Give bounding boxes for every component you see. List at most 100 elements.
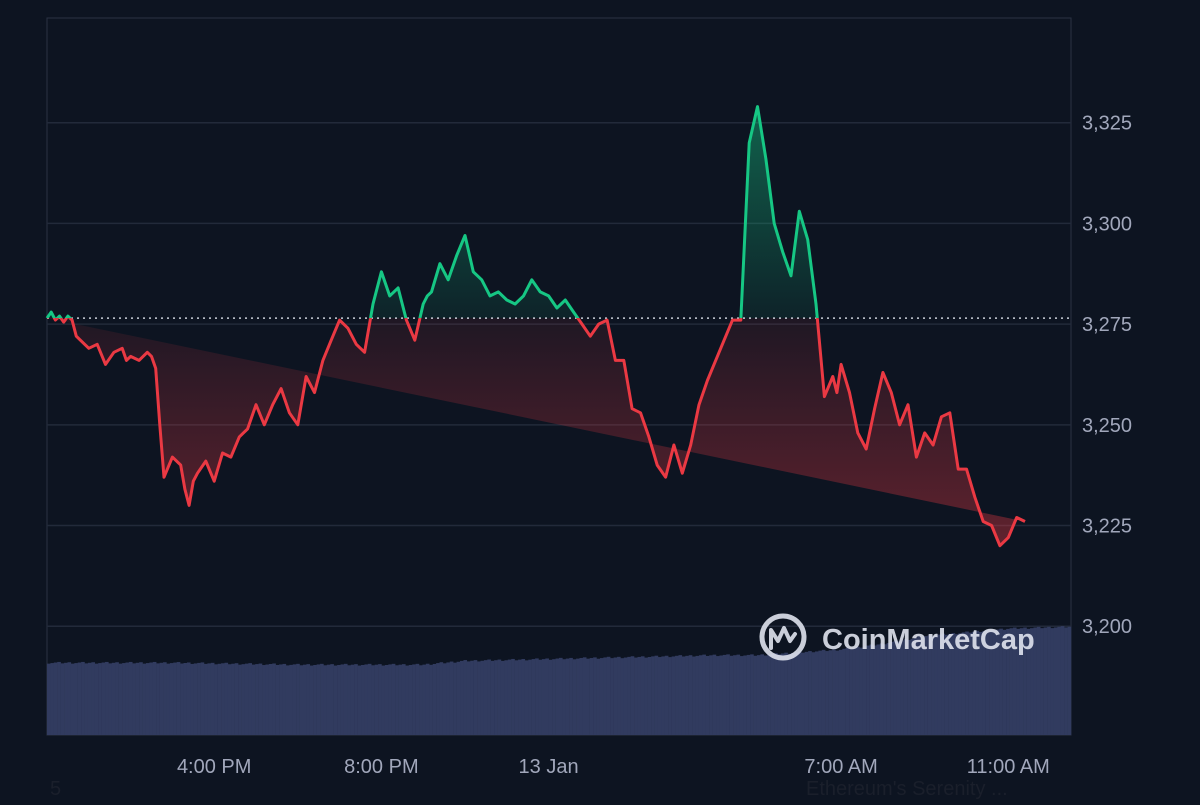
volume-bar [644, 657, 648, 735]
volume-bar [145, 663, 150, 735]
volume-bar [934, 635, 939, 735]
volume-bar [470, 660, 474, 735]
volume-bar [429, 664, 433, 735]
volume-bar [128, 661, 133, 735]
volume-bar [937, 634, 942, 735]
volume-bar [623, 657, 628, 735]
volume-bar [924, 636, 928, 735]
volume-bar [497, 659, 502, 735]
volume-bar [446, 662, 450, 735]
volume-bar [299, 665, 304, 735]
volume-bar [1023, 627, 1027, 735]
volume-bar [835, 650, 840, 735]
y-tick-label: 3,275 [1082, 314, 1132, 336]
volume-bar [985, 630, 990, 735]
volume-bar [811, 652, 816, 735]
volume-bar [552, 659, 556, 735]
volume-bar [893, 640, 898, 735]
volume-bar [873, 645, 877, 735]
volume-bar [797, 651, 802, 735]
volume-bar [159, 662, 164, 735]
volume-bar [651, 656, 655, 735]
volume-bar [958, 633, 962, 735]
price-line-below [46, 318, 1026, 548]
volume-bar [828, 650, 833, 735]
volume-bar [610, 658, 614, 735]
volume-bar [156, 663, 160, 735]
volume-bar [763, 655, 768, 735]
volume-bar [320, 663, 324, 735]
volume-bar [1009, 628, 1014, 735]
volume-bar [125, 662, 130, 735]
volume-bar [1050, 628, 1055, 735]
volume-bar [770, 653, 775, 735]
volume-bar [1040, 628, 1044, 735]
volume-bar [606, 656, 611, 735]
volume-bar [733, 655, 737, 735]
volume-bar [572, 659, 577, 735]
volume-bar [74, 663, 78, 735]
volume-bar [753, 655, 758, 735]
volume-bar [340, 664, 345, 735]
volume-bar [64, 662, 68, 735]
volume-bar [767, 654, 771, 735]
volume-bar [323, 665, 328, 735]
volume-bar [862, 646, 867, 735]
volume-bar [268, 664, 273, 735]
volume-bar [685, 655, 689, 735]
y-tick-label: 3,250 [1082, 415, 1132, 437]
volume-bar [408, 664, 413, 735]
volume-bar [347, 665, 351, 735]
volume-bar [599, 658, 604, 735]
volume-bar [890, 641, 894, 735]
volume-bar [838, 649, 843, 735]
volume-bar [224, 662, 229, 735]
volume-bar [869, 644, 874, 735]
volume-bar [135, 662, 140, 735]
volume-bar [514, 660, 519, 735]
volume-bar [378, 664, 382, 735]
volume-bar [415, 663, 420, 735]
volume-bar [589, 658, 594, 735]
volume-bar [251, 664, 256, 735]
volume-bar [1016, 628, 1020, 735]
volume-bar [681, 656, 686, 735]
footer-left-text: 5 [50, 778, 61, 800]
volume-bar [132, 663, 136, 735]
volume-bar [576, 658, 580, 735]
watermark-text: CoinMarketCap [822, 624, 1035, 656]
volume-bar [453, 662, 457, 735]
volume-bar [951, 633, 956, 735]
volume-bar [845, 647, 850, 735]
volume-bar [716, 656, 720, 735]
volume-bar [234, 663, 239, 735]
volume-bar [1057, 626, 1061, 735]
volume-bar [995, 629, 1000, 735]
volume-bar [173, 662, 177, 735]
volume-bar [494, 660, 498, 735]
x-tick-label: 4:00 PM [177, 756, 251, 778]
volume-bar [422, 664, 427, 735]
volume-bar [326, 664, 331, 735]
volume-bar [559, 657, 563, 735]
volume-bar [241, 664, 246, 735]
volume-bar [634, 657, 638, 735]
volume-bar [231, 663, 235, 735]
volume-bar [204, 663, 208, 735]
volume-bar [67, 662, 72, 735]
volume-bar [579, 657, 584, 735]
volume-bar [374, 664, 379, 735]
volume-bar [538, 659, 543, 735]
volume-bar [712, 654, 717, 735]
volume-bar [849, 648, 853, 735]
volume-bar [992, 630, 997, 735]
volume-bar [98, 663, 102, 735]
volume-bar [855, 646, 860, 735]
volume-bar [647, 656, 652, 735]
volume-bar [746, 654, 751, 735]
volume-bar [87, 662, 92, 735]
volume-bar [804, 651, 809, 735]
volume-bar [664, 655, 669, 735]
footer-right-text[interactable]: Ethereum's Serenity ... [806, 778, 1008, 800]
